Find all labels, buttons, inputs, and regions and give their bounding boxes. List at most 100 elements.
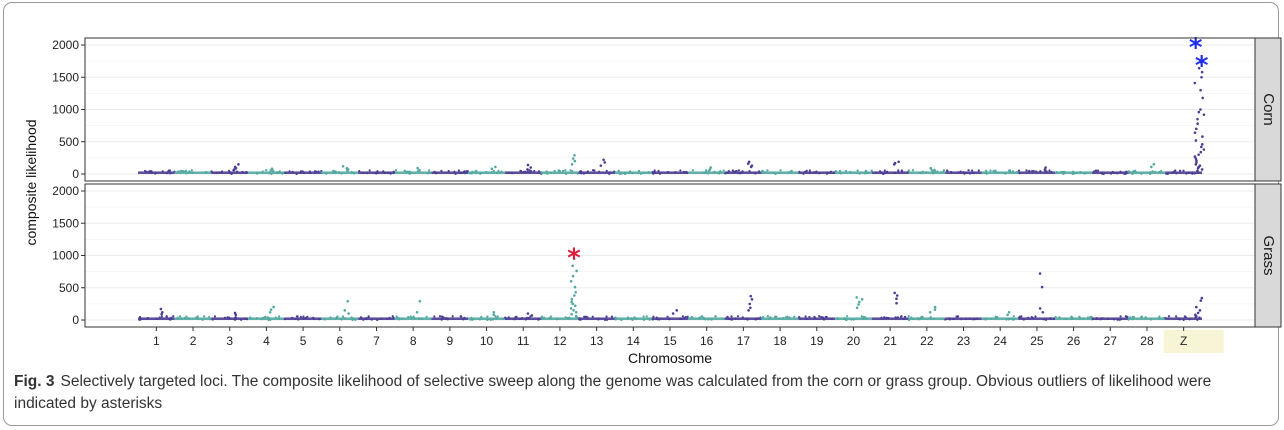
data-point <box>145 170 148 173</box>
baseline-points-chr-26 <box>1055 171 1092 174</box>
data-point <box>375 172 378 175</box>
data-point <box>1095 317 1098 320</box>
baseline-points-chr-14 <box>614 317 652 320</box>
data-point <box>652 315 655 318</box>
baseline-points-chr-23 <box>945 317 982 320</box>
data-point <box>982 317 986 321</box>
data-point <box>620 172 623 175</box>
data-point <box>306 315 309 318</box>
data-point <box>1008 317 1011 320</box>
data-point <box>569 307 573 310</box>
y-tick-label: 1000 <box>52 103 79 117</box>
data-point <box>1079 170 1082 174</box>
data-point <box>403 169 406 172</box>
data-point <box>1144 316 1147 319</box>
data-point <box>707 172 710 175</box>
baseline-points-chr-22 <box>908 317 946 320</box>
data-point <box>724 172 727 175</box>
data-point <box>764 171 767 174</box>
data-point <box>178 315 182 318</box>
data-point <box>155 317 158 321</box>
data-point <box>617 169 620 172</box>
data-point <box>787 171 791 174</box>
data-point <box>578 318 581 321</box>
data-point <box>652 172 655 175</box>
data-point <box>169 172 172 175</box>
data-point <box>648 318 651 321</box>
x-tick-label-chr-5: 5 <box>300 334 307 348</box>
data-point <box>462 318 465 321</box>
y-tick-label: 0 <box>72 313 79 327</box>
data-point <box>520 316 524 320</box>
data-point <box>705 169 708 172</box>
data-point <box>1052 317 1056 321</box>
data-point <box>529 166 533 169</box>
data-point <box>929 316 932 319</box>
baseline-points-chr-17 <box>725 171 762 174</box>
data-point <box>719 169 722 173</box>
x-tick-label-chr-17: 17 <box>737 334 751 348</box>
data-point <box>651 318 654 321</box>
data-point <box>480 315 483 318</box>
data-point <box>470 316 473 320</box>
data-point <box>323 318 326 321</box>
data-point <box>548 317 551 320</box>
data-point <box>784 316 788 319</box>
data-point <box>984 169 988 172</box>
data-point <box>691 316 694 319</box>
data-point <box>983 171 987 175</box>
data-point <box>1085 171 1088 175</box>
data-point <box>267 172 271 175</box>
data-point <box>843 317 846 321</box>
data-point <box>1078 316 1082 319</box>
data-point <box>572 257 576 261</box>
data-point <box>666 315 669 318</box>
data-point <box>519 169 522 173</box>
data-point <box>1182 169 1185 172</box>
data-point <box>930 317 933 321</box>
data-point <box>362 171 365 175</box>
z-tick-highlight <box>1163 330 1224 353</box>
x-tick-label-chr-26: 26 <box>1067 334 1081 348</box>
data-point <box>537 170 541 173</box>
data-point <box>1039 170 1042 173</box>
data-point <box>533 169 536 173</box>
data-point <box>629 317 633 320</box>
data-point <box>346 168 350 171</box>
data-point <box>1193 131 1197 135</box>
x-tick-label-chr-Z: Z <box>1180 334 1187 348</box>
y-tick-label: 0 <box>72 167 79 181</box>
data-point <box>734 317 737 320</box>
x-tick-label-chr-21: 21 <box>883 334 897 348</box>
data-point <box>340 172 343 175</box>
y-tick-label: 1500 <box>52 216 79 230</box>
data-point <box>332 171 335 175</box>
x-tick-label-chr-3: 3 <box>226 334 233 348</box>
data-point <box>1083 172 1086 175</box>
data-point <box>929 166 933 170</box>
data-point <box>1034 315 1037 318</box>
data-point <box>1035 170 1038 173</box>
data-point <box>653 171 657 174</box>
data-point <box>1199 150 1203 154</box>
data-point <box>382 170 385 173</box>
data-point <box>460 171 463 174</box>
data-point <box>179 169 183 172</box>
data-point <box>658 318 661 321</box>
data-point <box>963 172 966 175</box>
data-point <box>1194 163 1198 166</box>
x-tick-label-chr-2: 2 <box>190 334 197 348</box>
data-point <box>870 169 873 172</box>
data-point <box>1171 171 1174 174</box>
data-point <box>571 264 574 268</box>
data-point <box>573 294 576 297</box>
data-point <box>1030 170 1034 173</box>
x-axis-title: Chromosome <box>628 350 712 366</box>
data-point <box>492 313 496 317</box>
baseline-points-chr-1 <box>138 171 175 174</box>
data-point <box>710 318 713 321</box>
data-point <box>570 300 573 304</box>
data-point <box>270 172 273 176</box>
data-point <box>190 169 193 172</box>
x-tick-label-chr-9: 9 <box>447 334 454 348</box>
